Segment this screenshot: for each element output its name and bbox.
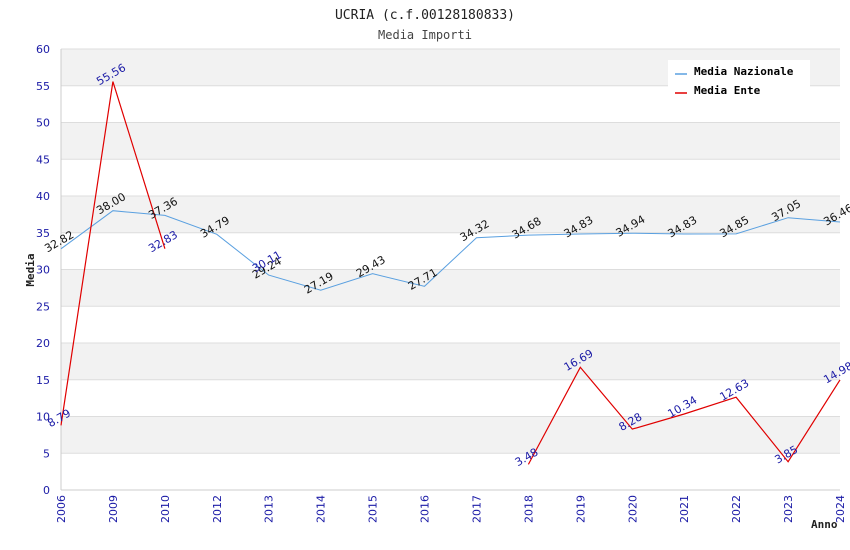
x-tick-label: 2006 bbox=[55, 495, 68, 523]
y-tick-label: 10 bbox=[36, 411, 50, 424]
chart-subtitle: Media Importi bbox=[378, 28, 472, 42]
plot-band bbox=[61, 343, 840, 380]
y-tick-label: 15 bbox=[36, 374, 50, 387]
plot-band bbox=[61, 416, 840, 454]
plot-band bbox=[61, 122, 840, 160]
y-tick-label: 5 bbox=[43, 447, 50, 460]
series-line-media-nazionale bbox=[60, 210, 841, 291]
y-tick-label: 20 bbox=[36, 337, 50, 350]
x-tick-label: 2018 bbox=[522, 495, 535, 523]
data-label-media-ente: 12.63 bbox=[717, 377, 751, 404]
x-tick-labels: 2006 2009 2010 2012 2013 2014 2015 2016 2017 2018… bbox=[55, 495, 847, 523]
plot-band bbox=[61, 196, 840, 233]
series-line-media-ente bbox=[60, 81, 166, 426]
legend: Media Nazionale Media Ente bbox=[668, 60, 810, 100]
legend-label-media-ente: Media Ente bbox=[694, 84, 761, 97]
x-tick-label: 2017 bbox=[470, 495, 483, 523]
y-tick-label: 0 bbox=[43, 484, 50, 497]
x-tick-label: 2024 bbox=[834, 495, 847, 523]
x-tick-label: 2016 bbox=[419, 495, 432, 523]
y-tick-label: 30 bbox=[36, 264, 50, 277]
x-tick-label: 2020 bbox=[626, 495, 639, 523]
plot-band bbox=[61, 269, 840, 307]
x-tick-label: 2013 bbox=[263, 495, 276, 523]
y-tick-label: 45 bbox=[36, 153, 50, 166]
y-tick-label: 60 bbox=[36, 43, 50, 56]
legend-box bbox=[668, 60, 810, 100]
x-tick-label: 2012 bbox=[211, 495, 224, 523]
x-tick-label: 2015 bbox=[367, 495, 380, 523]
x-tick-label: 2021 bbox=[678, 495, 691, 523]
y-tick-label: 35 bbox=[36, 227, 50, 240]
x-axis-title: Anno bbox=[811, 518, 838, 531]
x-tick-label: 2009 bbox=[107, 495, 120, 523]
y-tick-label: 50 bbox=[36, 117, 50, 130]
y-tick-label: 25 bbox=[36, 300, 50, 313]
legend-label-media-nazionale: Media Nazionale bbox=[694, 65, 794, 78]
x-tick-label: 2010 bbox=[159, 495, 172, 523]
series-line-media-ente bbox=[527, 366, 841, 465]
x-tick-label: 2022 bbox=[730, 495, 743, 523]
y-tick-label: 40 bbox=[36, 190, 50, 203]
y-axis-title: Media bbox=[24, 253, 37, 286]
chart-title: UCRIA (c.f.00128180833) bbox=[335, 8, 515, 23]
x-tick-label: 2014 bbox=[315, 495, 328, 523]
y-tick-labels: 0 5 10 15 20 25 30 35 40 45 50 55 60 bbox=[36, 43, 50, 497]
x-tick-label: 2019 bbox=[574, 495, 587, 523]
x-tick-label: 2023 bbox=[782, 495, 795, 523]
plot-background-bands bbox=[61, 49, 840, 454]
y-tick-label: 55 bbox=[36, 80, 50, 93]
series-lines bbox=[60, 81, 841, 465]
